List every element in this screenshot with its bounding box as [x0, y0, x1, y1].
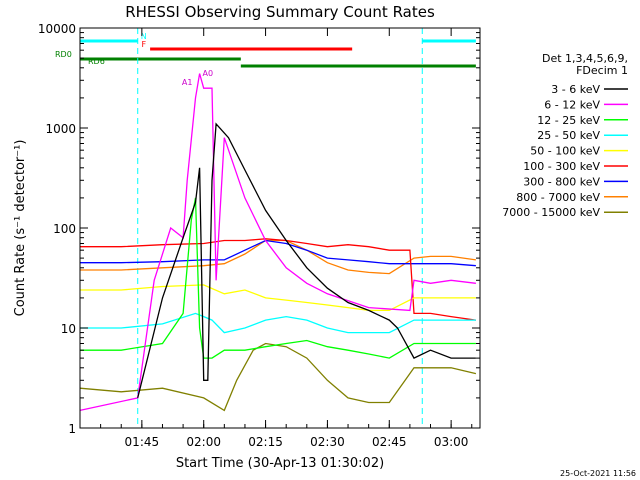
legend-entry-label: 50 - 100 keV [530, 145, 600, 158]
series-line-6-12-kev [79, 73, 476, 412]
series-line-7000-15000-kev [79, 342, 477, 412]
state-label-n: N [141, 32, 147, 41]
state-label-rd0: RD0 [55, 50, 72, 59]
x-axis-label: Start Time (30-Apr-13 01:30:02) [176, 456, 384, 471]
y-tick-label: 1 [68, 422, 76, 436]
y-tick-label: 10 [61, 322, 76, 336]
series-line-3-6-kev [137, 122, 476, 399]
y-tick-label: 10000 [38, 22, 76, 36]
x-tick-label: 03:00 [434, 435, 469, 449]
legend-entry-label: 300 - 800 keV [523, 175, 600, 188]
count-rate-series [79, 73, 477, 412]
x-tick-label: 01:45 [125, 435, 160, 449]
state-label-f: F [141, 40, 146, 49]
legend: Det 1,3,4,5,6,9,FDecim 1 3 - 6 keV 6 - 12 … [502, 52, 628, 219]
legend-entry-label: 25 - 50 keV [537, 129, 600, 142]
legend-entry-label: 7000 - 15000 keV [502, 206, 600, 219]
legend-entry-label: 6 - 12 keV [544, 98, 600, 111]
legend-entry-label: 800 - 7000 keV [516, 191, 600, 204]
y-axis-label: Count Rate (s⁻¹ detector⁻¹) [13, 140, 28, 317]
legend-entry-label: 12 - 25 keV [537, 114, 600, 127]
legend-header-line: FDecim 1 [576, 64, 628, 77]
axis-ticks: 01:45 02:00 02:15 02:30 02:45 03:00 1 10 100 1000… [38, 22, 480, 449]
series-line-50-100-kev [80, 284, 476, 312]
attenuator-label-a1: A1 [182, 78, 193, 87]
y-tick-label: 100 [53, 222, 76, 236]
legend-entry-label: 3 - 6 keV [551, 83, 600, 96]
legend-header-line: Det 1,3,4,5,6,9, [542, 52, 628, 65]
x-tick-label: 02:15 [248, 435, 283, 449]
generation-timestamp: 25-Oct-2021 11:56 [560, 469, 636, 478]
x-tick-label: 02:30 [310, 435, 345, 449]
series-line-25-50-kev [80, 312, 476, 334]
observing-state-bars: NF RD0 RD6 A1 A0 [55, 28, 476, 428]
chart-title: RHESSI Observing Summary Count Rates [125, 3, 435, 21]
x-tick-label: 02:45 [372, 435, 407, 449]
legend-entry-label: 100 - 300 keV [523, 160, 600, 173]
state-label-rd6: RD6 [88, 57, 105, 66]
x-tick-label: 02:00 [186, 435, 221, 449]
attenuator-label-a0: A0 [203, 69, 214, 78]
series-line-300-800-kev [80, 239, 476, 267]
series-line-12-25-kev [80, 197, 476, 359]
y-tick-label: 1000 [45, 122, 76, 136]
